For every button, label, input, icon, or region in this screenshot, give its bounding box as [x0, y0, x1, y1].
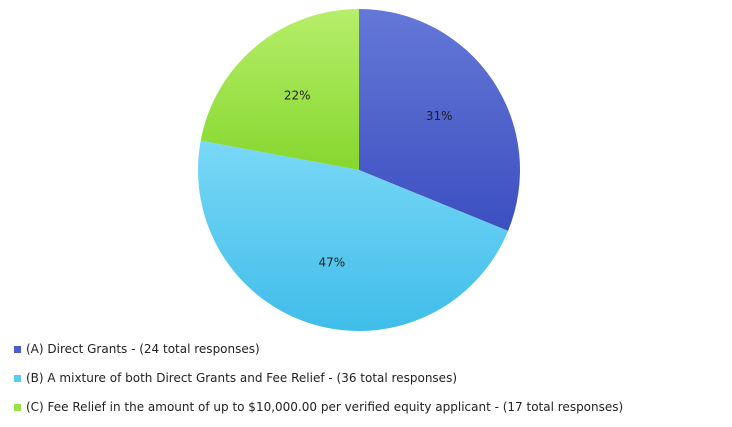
pie-slice-label-direct-grants: 31% — [426, 109, 453, 123]
pie-chart: 31% 47% 22% — [198, 9, 521, 331]
pie-slice-mixture — [198, 140, 509, 331]
legend-label-direct-grants: (A) Direct Grants - (24 total responses) — [26, 342, 260, 356]
legend-item-direct-grants: (A) Direct Grants - (24 total responses) — [14, 340, 623, 358]
legend-swatch-mixture — [14, 374, 21, 382]
legend-swatch-direct-grants — [14, 345, 21, 353]
legend-label-fee-relief: (C) Fee Relief in the amount of up to $1… — [26, 400, 624, 414]
pie-slice-label-fee-relief: 22% — [284, 89, 311, 103]
pie-slice-label-mixture: 47% — [318, 256, 345, 270]
legend-label-mixture: (B) A mixture of both Direct Grants and … — [26, 371, 457, 385]
pie-slice-direct-grants — [359, 9, 521, 231]
legend: (A) Direct Grants - (24 total responses)… — [14, 340, 623, 427]
legend-item-mixture: (B) A mixture of both Direct Grants and … — [14, 369, 623, 387]
legend-item-fee-relief: (C) Fee Relief in the amount of up to $1… — [14, 398, 623, 416]
pie-slice-fee-relief — [200, 9, 359, 170]
legend-swatch-fee-relief — [14, 403, 21, 411]
